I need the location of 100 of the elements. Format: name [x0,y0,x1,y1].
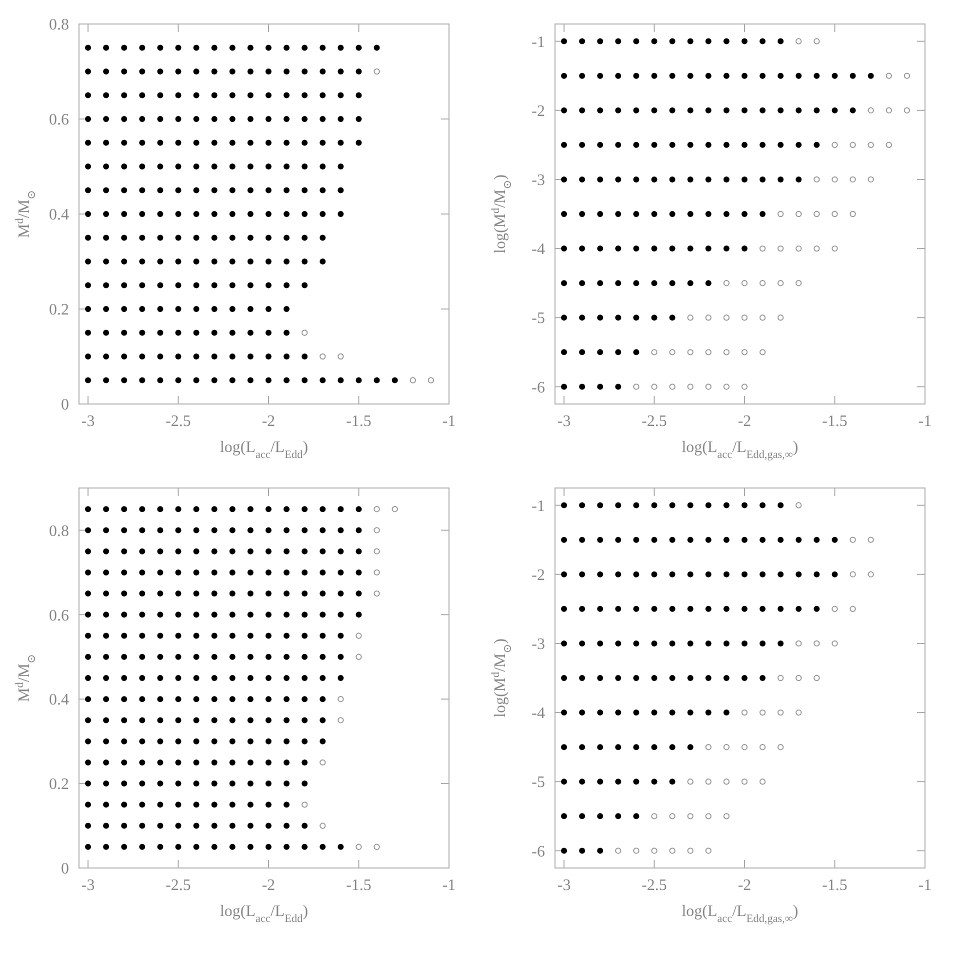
point [814,210,820,218]
point [651,349,658,356]
point [669,848,676,854]
point [814,245,820,252]
x-tick-label: -1 [918,877,932,894]
point [759,709,766,716]
point [886,107,892,114]
y-tick-label: -3 [532,172,545,190]
y-tick-label: 0 [61,396,69,414]
point [651,848,658,854]
point [886,72,892,79]
point [796,674,802,682]
point [796,502,802,508]
point [302,802,308,808]
point [796,280,802,286]
y-tick-label: -1 [532,498,545,515]
point [741,314,748,321]
x-axis-title: log(L$_{acc}$/L$_{Edd,gas,∞}$) [682,903,798,925]
point [723,778,730,785]
point [868,176,874,183]
y-tick-label: 0.2 [49,776,69,794]
x-tick-label: -3 [557,877,571,894]
x-tick-label: -1 [918,413,932,430]
point [886,142,892,148]
point [705,744,712,750]
x-tick-label: -1.5 [822,413,848,430]
point [778,280,784,286]
point [759,778,766,785]
point [723,280,730,286]
point [814,640,820,647]
point [374,527,380,534]
point [723,813,730,820]
point [832,142,838,148]
point [302,330,308,336]
point [759,280,766,286]
y-tick-label: 0.4 [49,692,69,709]
point [374,569,380,576]
point [356,654,362,660]
point [778,709,784,716]
point [338,717,344,724]
point [705,848,712,854]
point [868,536,874,543]
x-tick-label: -2 [262,413,276,430]
point [687,384,694,390]
point [759,349,766,356]
point [392,506,398,512]
point [410,377,416,384]
point [687,314,694,321]
y-tick-label: -3 [532,636,545,654]
point [904,107,910,114]
point [850,142,856,148]
point [356,632,362,639]
point [832,606,838,612]
point [687,813,694,820]
x-tick-label: -2 [738,413,752,430]
point [741,744,748,750]
x-tick-label: -1.5 [346,877,372,894]
x-tick-label: -1 [442,413,456,430]
y-tick-label: 0.6 [49,112,69,129]
y-tick-label: 0.8 [49,522,69,540]
x-tick-label: -3 [81,413,95,430]
point [374,506,380,512]
point [687,848,694,854]
x-tick-label: -2 [262,877,276,894]
y-tick-label: -4 [532,241,545,258]
x-tick-label: -3 [557,413,571,430]
y-tick-label: 0.8 [49,16,69,34]
point [778,210,784,218]
point [651,384,658,390]
point [374,68,380,75]
point [741,709,748,716]
point [850,176,856,183]
point [796,640,802,647]
point [759,314,766,321]
point [723,314,730,321]
x-axis-title: log(L$_{acc}$/L$_{Edd}$) [220,903,308,925]
point [356,844,362,850]
point [796,210,802,218]
point [338,696,344,702]
point [669,349,676,356]
point [778,744,784,750]
y-tick-label: -6 [532,379,545,396]
y-tick-label: -1 [532,34,545,51]
y-tick-label: -6 [532,843,545,860]
point [705,813,712,820]
point [651,813,658,820]
point [832,210,838,218]
point [705,778,712,785]
point [687,349,694,356]
point [615,848,622,854]
point [814,674,820,682]
point [850,606,856,612]
point [778,314,784,321]
point [832,245,838,252]
point [374,590,380,597]
point [850,536,856,543]
point [850,210,856,218]
y-tick-label: 0.6 [49,607,69,624]
x-tick-label: -2.5 [642,877,667,894]
x-tick-label: -1 [442,877,456,894]
